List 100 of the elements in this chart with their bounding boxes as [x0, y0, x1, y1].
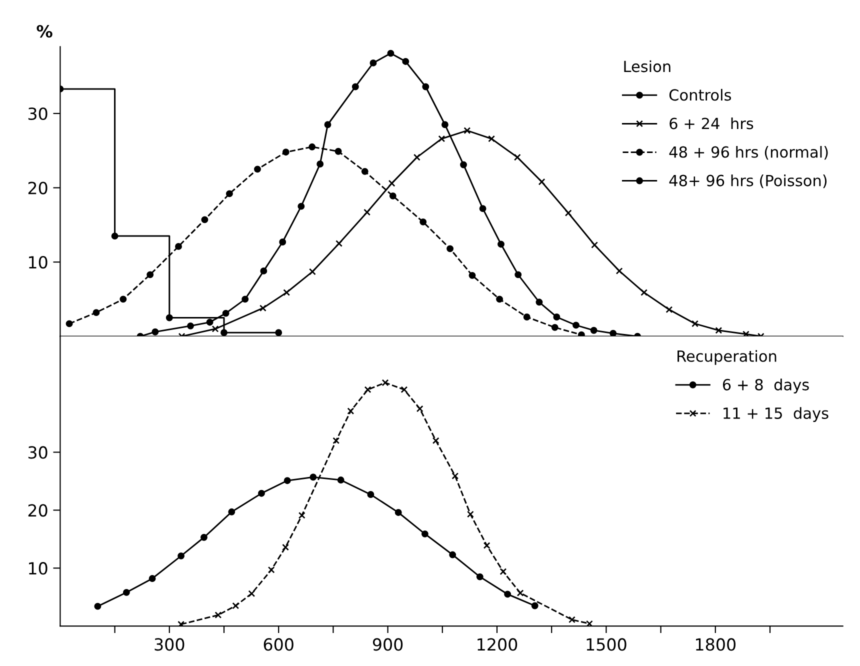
point [610, 330, 617, 336]
point [452, 472, 459, 480]
point [220, 329, 228, 336]
point [94, 602, 102, 610]
point [516, 590, 524, 596]
point [308, 143, 316, 150]
y-axis-title: % [36, 24, 52, 38]
point [498, 240, 504, 248]
y-tick-label: 10 [29, 562, 48, 575]
point [538, 178, 546, 186]
point [432, 437, 440, 444]
point [416, 405, 424, 412]
point [334, 148, 342, 155]
point [438, 135, 446, 142]
point [413, 154, 420, 161]
point [504, 590, 512, 598]
point [572, 322, 580, 329]
point [394, 509, 402, 516]
point [466, 510, 474, 518]
point [564, 210, 572, 216]
point [175, 242, 182, 250]
point [523, 314, 530, 320]
point [551, 324, 558, 331]
point [553, 314, 560, 320]
point [268, 566, 275, 574]
point [421, 530, 428, 538]
legend-title: Lesion [624, 60, 670, 72]
point [514, 154, 521, 161]
x-tick-label: 1500 [586, 638, 626, 651]
point [178, 552, 185, 560]
y-tick-label: 20 [28, 504, 48, 517]
point [464, 127, 471, 134]
point [568, 616, 576, 624]
point [441, 121, 448, 128]
point [282, 148, 290, 156]
point [460, 161, 467, 168]
point [120, 296, 127, 303]
point [449, 551, 456, 558]
point [590, 326, 598, 334]
y-tick-label: 20 [28, 182, 48, 194]
point [422, 83, 430, 90]
point [388, 180, 396, 187]
point [361, 168, 368, 175]
point [666, 306, 673, 314]
legend-label: 48+ 96 hrs (Poisson) [669, 174, 827, 188]
point [279, 238, 286, 246]
point [308, 268, 316, 276]
point [316, 160, 324, 168]
x-tick-label: 1200 [478, 638, 518, 651]
point [254, 166, 261, 173]
point [586, 620, 593, 626]
y-tick-label: 10 [29, 256, 48, 269]
point [347, 408, 354, 415]
x-tick-label: 900 [372, 638, 403, 651]
point [389, 192, 396, 200]
point [382, 379, 389, 386]
point [483, 542, 490, 549]
point [146, 271, 154, 278]
point [232, 602, 240, 610]
point [298, 512, 306, 519]
point [336, 240, 342, 247]
point [298, 202, 305, 210]
point [122, 588, 130, 596]
point [591, 241, 598, 248]
legend-label: 11 + 15 days [724, 407, 828, 422]
point [282, 544, 289, 551]
point [370, 59, 377, 66]
point [178, 620, 185, 626]
point [324, 121, 332, 128]
point [200, 534, 208, 541]
point [640, 289, 648, 296]
point [212, 325, 219, 332]
point [275, 329, 282, 336]
point [228, 508, 236, 516]
point [166, 314, 173, 322]
legend-label: 48 + 96 hrs (normal) [669, 146, 828, 160]
point [500, 568, 507, 576]
legend-title: Recuperation [678, 350, 776, 365]
point [364, 208, 371, 216]
point [692, 320, 698, 328]
point [201, 216, 208, 224]
point [536, 298, 543, 306]
point [283, 289, 290, 296]
point [66, 320, 73, 328]
point [531, 602, 538, 610]
point [242, 296, 249, 303]
point [352, 83, 359, 90]
y-tick-label: 30 [28, 446, 48, 459]
y-tick-label: 30 [28, 107, 48, 120]
point [310, 474, 317, 481]
point [258, 490, 265, 497]
legend-label: 6 + 24 hrs [670, 117, 754, 130]
point [387, 50, 394, 57]
point [420, 218, 427, 226]
x-tick-label: 600 [264, 638, 294, 651]
point [479, 205, 486, 212]
point [337, 476, 344, 484]
point [226, 190, 233, 198]
point [259, 304, 266, 312]
point [496, 296, 504, 303]
